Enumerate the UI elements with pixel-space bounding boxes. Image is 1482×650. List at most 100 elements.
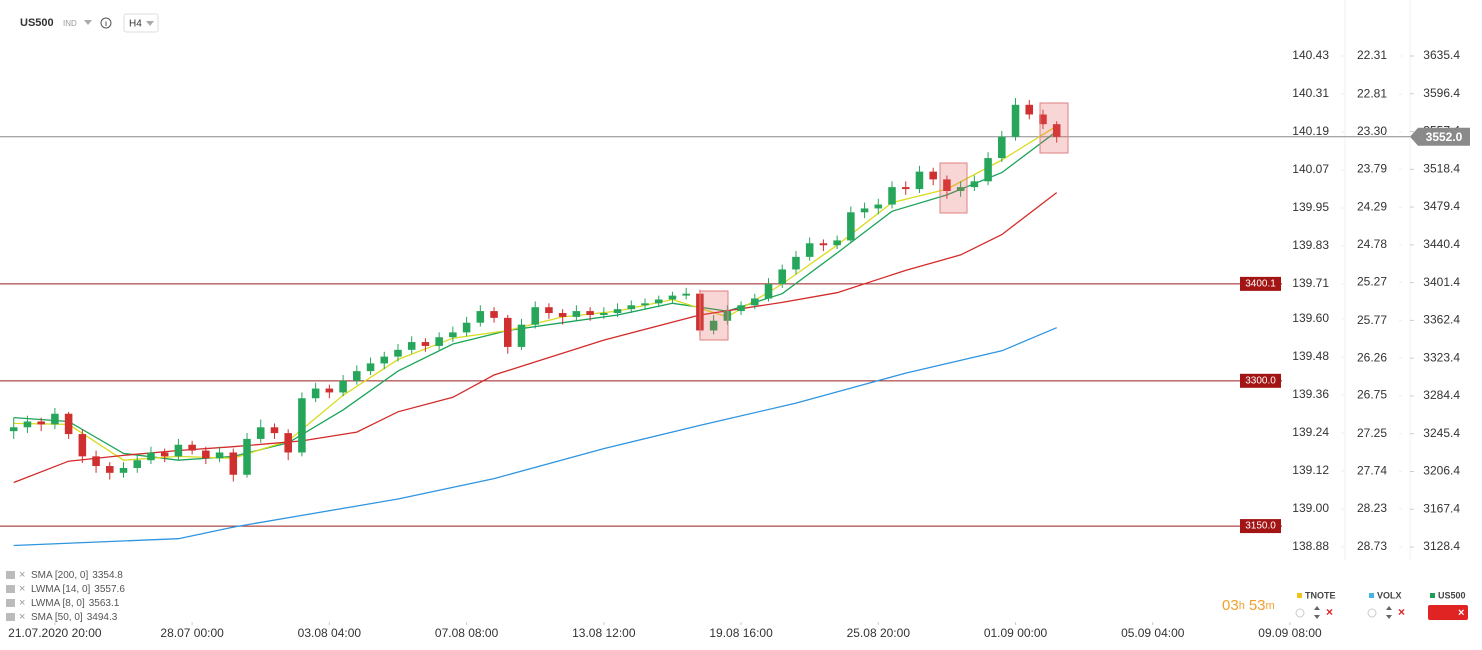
y-tick-label: 139.95 — [1292, 200, 1329, 214]
x-tick-label: 19.08 16:00 — [709, 626, 773, 640]
candle-body — [133, 460, 142, 468]
dropdown-arrow[interactable] — [84, 20, 92, 25]
candle-body — [64, 413, 73, 435]
last-price-label: 3552.0 — [1426, 130, 1463, 144]
candle-body — [215, 452, 224, 459]
axes: 21.07.2020 20:00 28.07 00:00 03.08 04:00 07… — [8, 48, 1460, 640]
tab-eye[interactable] — [1367, 608, 1377, 618]
info-icon[interactable] — [100, 17, 112, 29]
candle-body — [572, 311, 581, 317]
candle-body — [1011, 104, 1020, 137]
legend: × SMA [200, 0] 3354.8 × LWMA [14, 0] 3557.6 × L… — [6, 569, 125, 623]
instrument-tabs: TNOTE × VOLX × US500 × — [1295, 590, 1468, 620]
tab-eye[interactable] — [1295, 608, 1305, 618]
timeframe[interactable]: H4 — [129, 19, 142, 30]
y-tick-label: 24.29 — [1357, 200, 1387, 214]
y-tick-label: 3635.4 — [1423, 48, 1460, 62]
level-badge — [1240, 519, 1281, 534]
tab-swatch — [1430, 593, 1435, 598]
symbol[interactable]: US500 — [20, 17, 54, 29]
tab-sort[interactable] — [1314, 606, 1320, 619]
y-tick-label: 139.83 — [1292, 238, 1329, 252]
y-tick-label: 138.88 — [1292, 539, 1329, 553]
candle-body — [284, 433, 292, 453]
tab-sort[interactable] — [1386, 606, 1392, 619]
y-tick-label: 3167.4 — [1423, 501, 1460, 515]
hours: 03 — [1222, 597, 1239, 614]
level-badge — [1240, 276, 1281, 291]
y-tick-label: 22.31 — [1357, 48, 1387, 62]
y-tick-label: 139.36 — [1292, 387, 1329, 401]
levels: 3400.1 3300.0 3150.0 — [0, 136, 1410, 534]
candle-body — [243, 438, 251, 475]
legend-close[interactable]: × — [19, 611, 25, 623]
legend-close[interactable]: × — [19, 597, 25, 609]
candle-body — [888, 187, 896, 205]
tab-active[interactable] — [1428, 605, 1468, 620]
y-tick-label: 26.26 — [1357, 350, 1387, 364]
indicator-line — [13, 327, 1057, 547]
candles — [9, 98, 1061, 482]
candle-body — [270, 427, 279, 434]
tab-swatch — [1297, 593, 1302, 598]
legend-icon — [6, 599, 15, 607]
candle-body — [874, 204, 883, 209]
candle-body — [737, 305, 745, 312]
y-tick-label: 139.48 — [1292, 349, 1329, 363]
market: IND — [63, 19, 77, 28]
candle-body — [517, 324, 526, 347]
tab-name[interactable]: US500 — [1438, 590, 1466, 600]
candle-body — [1025, 104, 1034, 115]
candle-body — [531, 307, 539, 325]
candle-body — [476, 311, 485, 323]
candle-body — [1039, 114, 1047, 125]
y-tick-label: 25.27 — [1357, 275, 1387, 289]
y-tick-label: 139.12 — [1292, 463, 1329, 477]
legend-close[interactable]: × — [19, 583, 25, 595]
tab-close[interactable]: × — [1326, 605, 1333, 619]
candle-body — [380, 356, 389, 364]
tab-name[interactable]: TNOTE — [1305, 590, 1336, 600]
tab-close[interactable]: × — [1458, 607, 1464, 619]
candle-body — [668, 295, 677, 300]
candle-body — [174, 444, 183, 457]
legend-name: LWMA [8, 0] — [31, 598, 85, 609]
legend-icon — [6, 613, 15, 621]
tab-close[interactable]: × — [1398, 605, 1405, 619]
candle-body — [751, 298, 759, 306]
legend-icon — [6, 571, 15, 579]
candle-body — [106, 466, 114, 473]
candle-body — [545, 307, 553, 314]
candle-body — [256, 427, 265, 439]
y-tick-label: 3440.4 — [1423, 237, 1460, 251]
x-tick-label: 03.08 04:00 — [298, 626, 362, 640]
y-tick-label: 22.81 — [1357, 86, 1387, 100]
candle-body — [490, 311, 498, 318]
y-tick-label: 3323.4 — [1423, 350, 1460, 364]
candle-body — [627, 305, 636, 310]
minutes: 53 — [1249, 597, 1266, 614]
y-tick-label: 23.30 — [1357, 124, 1387, 138]
candle-body — [353, 371, 361, 381]
candle-body — [956, 187, 965, 192]
indicator-line — [13, 125, 1058, 461]
legend-close[interactable]: × — [19, 569, 25, 581]
tab-name[interactable]: VOLX — [1377, 590, 1402, 600]
y-tick-label: 24.78 — [1357, 237, 1387, 251]
candle-body — [325, 388, 334, 393]
y-tick-label: 3128.4 — [1423, 539, 1460, 553]
y-tick-label: 28.73 — [1357, 539, 1387, 553]
x-tick-label: 21.07.2020 20:00 — [8, 626, 102, 640]
timeframe-box[interactable] — [123, 13, 159, 33]
x-tick-label: 28.07 00:00 — [160, 626, 224, 640]
legend-name: SMA [200, 0] — [31, 570, 88, 581]
candle-body — [449, 332, 457, 338]
candle-body — [764, 283, 773, 299]
last-price-badge — [1410, 127, 1470, 146]
candle-body — [311, 388, 320, 399]
candle-body — [833, 240, 841, 246]
candle-body — [421, 342, 430, 346]
candle-body — [298, 398, 306, 453]
legend-entry: LWMA [8, 0] 3563.1 — [31, 598, 120, 609]
